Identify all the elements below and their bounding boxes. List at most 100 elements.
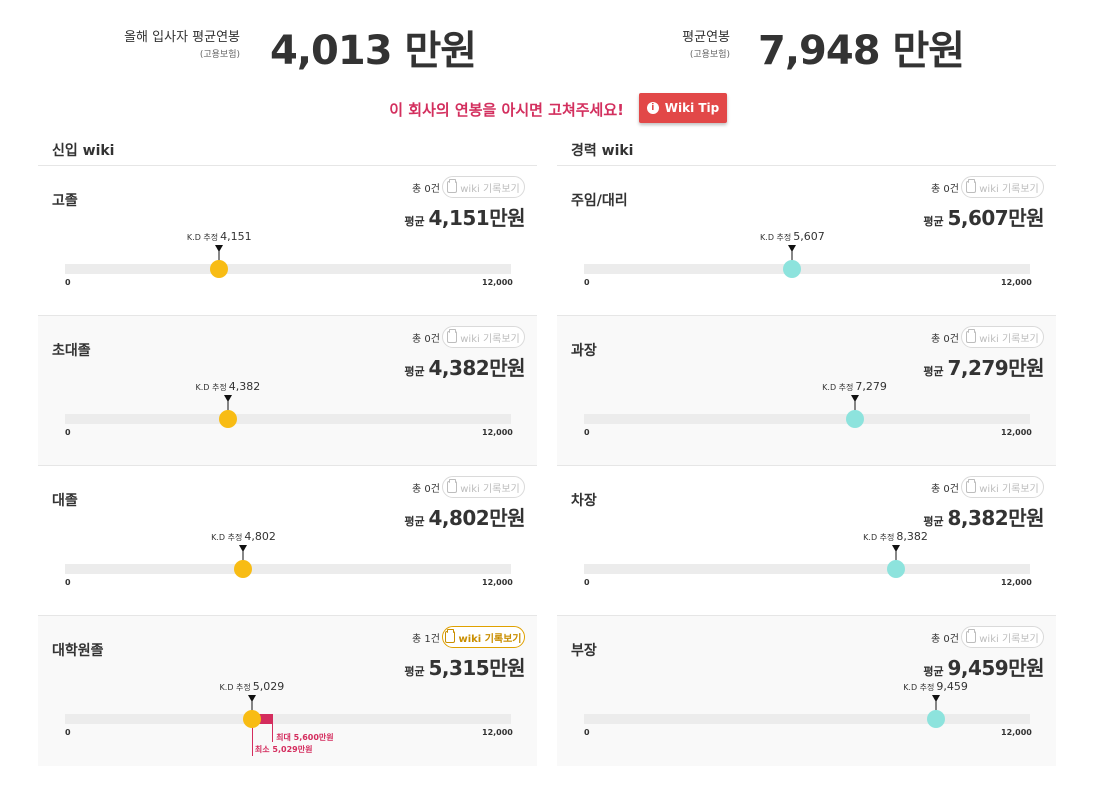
- salary-gauge-track: [65, 714, 511, 724]
- average-salary: 평균 9,459만원: [923, 652, 1044, 681]
- gauge-min-label: 0: [584, 428, 590, 437]
- wiki-log-label: wiki 기록보기: [979, 333, 1039, 345]
- estimate-tag: K.D 추정: [863, 533, 895, 542]
- record-count: 총 0건: [931, 634, 959, 645]
- average-salary: 평균 4,802만원: [404, 502, 525, 531]
- wiki-log-button[interactable]: wiki 기록보기: [442, 326, 525, 348]
- average-salary: 평균 4,151만원: [404, 202, 525, 231]
- wiki-log-button[interactable]: wiki 기록보기: [442, 626, 525, 648]
- estimate-label: K.D 추정 5,029: [220, 680, 285, 693]
- clipboard-icon: [966, 329, 977, 343]
- avg-salary-value: 7,948 만원: [758, 28, 965, 74]
- range-min-line: [251, 720, 253, 756]
- average-prefix: 평균: [404, 215, 429, 228]
- info-icon: i: [646, 102, 659, 114]
- average-salary: 평균 7,279만원: [923, 352, 1044, 381]
- record-count: 총 0건: [412, 334, 440, 345]
- average-value: 5,607만원: [947, 206, 1044, 230]
- average-value: 9,459만원: [947, 656, 1044, 680]
- estimate-pointer-icon: [891, 545, 900, 552]
- estimate-tag: K.D 추정: [219, 683, 251, 692]
- gauge-max-label: 12,000: [1001, 728, 1032, 737]
- estimate-dot: [242, 710, 261, 728]
- salary-gauge-track: [584, 414, 1030, 424]
- wiki-log-button[interactable]: wiki 기록보기: [961, 176, 1044, 198]
- wiki-log-button[interactable]: wiki 기록보기: [961, 326, 1044, 348]
- career-card-title: 과장: [571, 343, 597, 359]
- salary-gauge-track: [65, 414, 511, 424]
- average-value: 4,151만원: [428, 206, 525, 230]
- average-value: 4,382만원: [428, 356, 525, 380]
- wiki-log-label: wiki 기록보기: [979, 483, 1039, 495]
- estimate-value: 5,607: [793, 230, 825, 243]
- entry-wiki-cards: 고졸 총 0건 wiki 기록보기 평균 4,151만원 0 12,000 K.D 추정 4,…: [38, 166, 537, 766]
- wiki-log-button[interactable]: wiki 기록보기: [442, 476, 525, 498]
- estimate-label: K.D 추정 9,459: [903, 680, 968, 693]
- estimate-value: 8,382: [896, 530, 928, 543]
- average-value: 5,315만원: [428, 656, 525, 680]
- record-count: 총 0건: [931, 184, 959, 195]
- estimate-label: K.D 추정 8,382: [863, 530, 928, 543]
- entry-card-title: 초대졸: [52, 343, 91, 359]
- estimate-tag: K.D 추정: [186, 233, 219, 242]
- estimate-label: K.D 추정 4,802: [211, 530, 276, 543]
- clipboard-icon: [447, 329, 458, 343]
- estimate-dot: [234, 560, 253, 578]
- estimate-dot: [210, 260, 229, 278]
- estimate-label: K.D 추정 5,607: [760, 230, 825, 243]
- gauge-min-label: 0: [584, 728, 590, 737]
- career-card-title: 부장: [571, 643, 597, 659]
- range-max-label: 최대 5,600만원: [276, 733, 334, 742]
- wiki-tip-button[interactable]: i Wiki Tip: [639, 93, 727, 123]
- entry-wiki-column: 신입 wiki 고졸 총 0건 wiki 기록보기 평균 4,151만원 0 12,000…: [38, 132, 537, 766]
- gauge-max-label: 12,000: [1001, 428, 1032, 437]
- average-value: 7,279만원: [947, 356, 1044, 380]
- average-salary: 평균 5,315만원: [404, 652, 525, 681]
- estimate-pointer-line: [218, 251, 220, 261]
- wiki-log-button[interactable]: wiki 기록보기: [961, 476, 1044, 498]
- entry-salary-value: 4,013 만원: [270, 28, 477, 74]
- average-prefix: 평균: [923, 665, 948, 678]
- estimate-pointer-icon: [215, 245, 224, 252]
- estimate-dot: [886, 560, 905, 578]
- range-min-label: 최소 5,029만원: [254, 745, 313, 754]
- entry-card-title: 대학원졸: [52, 643, 104, 659]
- avg-salary-sub: (고용보험): [689, 50, 730, 60]
- gauge-min-label: 0: [65, 728, 71, 737]
- gauge-max-label: 12,000: [1001, 278, 1032, 287]
- career-wiki-cards: 주임/대리 총 0건 wiki 기록보기 평균 5,607만원 0 12,000 K.D 추…: [557, 166, 1056, 766]
- average-prefix: 평균: [404, 515, 429, 528]
- wiki-log-button[interactable]: wiki 기록보기: [961, 626, 1044, 648]
- estimate-pointer-icon: [931, 695, 940, 702]
- gauge-max-label: 12,000: [482, 578, 513, 587]
- estimate-value: 4,151: [220, 230, 252, 243]
- wiki-log-label: wiki 기록보기: [979, 633, 1039, 645]
- estimate-pointer-line: [242, 551, 244, 561]
- estimate-tag: K.D 추정: [211, 533, 243, 542]
- entry-card-title: 고졸: [52, 193, 78, 209]
- wiki-log-label: wiki 기록보기: [979, 183, 1039, 195]
- average-prefix: 평균: [923, 215, 948, 228]
- record-count: 총 0건: [931, 484, 959, 495]
- wiki-log-button[interactable]: wiki 기록보기: [442, 176, 525, 198]
- estimate-pointer-icon: [850, 395, 859, 402]
- average-salary: 평균 4,382만원: [404, 352, 525, 381]
- estimate-pointer-icon: [239, 545, 248, 552]
- average-value: 4,802만원: [428, 506, 525, 530]
- wiki-tip-label: Wiki Tip: [664, 101, 720, 115]
- wiki-log-label: wiki 기록보기: [460, 483, 520, 495]
- average-salary: 평균 5,607만원: [923, 202, 1044, 231]
- estimate-pointer-line: [227, 401, 229, 411]
- estimate-tag: K.D 추정: [760, 233, 792, 242]
- clipboard-icon: [447, 479, 458, 493]
- estimate-value: 5,029: [252, 680, 285, 693]
- entry-wiki-card: 고졸 총 0건 wiki 기록보기 평균 4,151만원 0 12,000 K.D 추정 4,…: [38, 166, 537, 316]
- career-wiki-card: 차장 총 0건 wiki 기록보기 평균 8,382만원 0 12,000 K.D 추정 8,…: [557, 466, 1056, 616]
- estimate-pointer-line: [791, 251, 793, 261]
- salary-range-bar: [251, 714, 274, 724]
- salary-gauge-track: [65, 564, 511, 574]
- estimate-pointer-line: [854, 401, 856, 411]
- estimate-value: 9,459: [936, 680, 968, 693]
- wiki-log-label: wiki 기록보기: [458, 633, 522, 645]
